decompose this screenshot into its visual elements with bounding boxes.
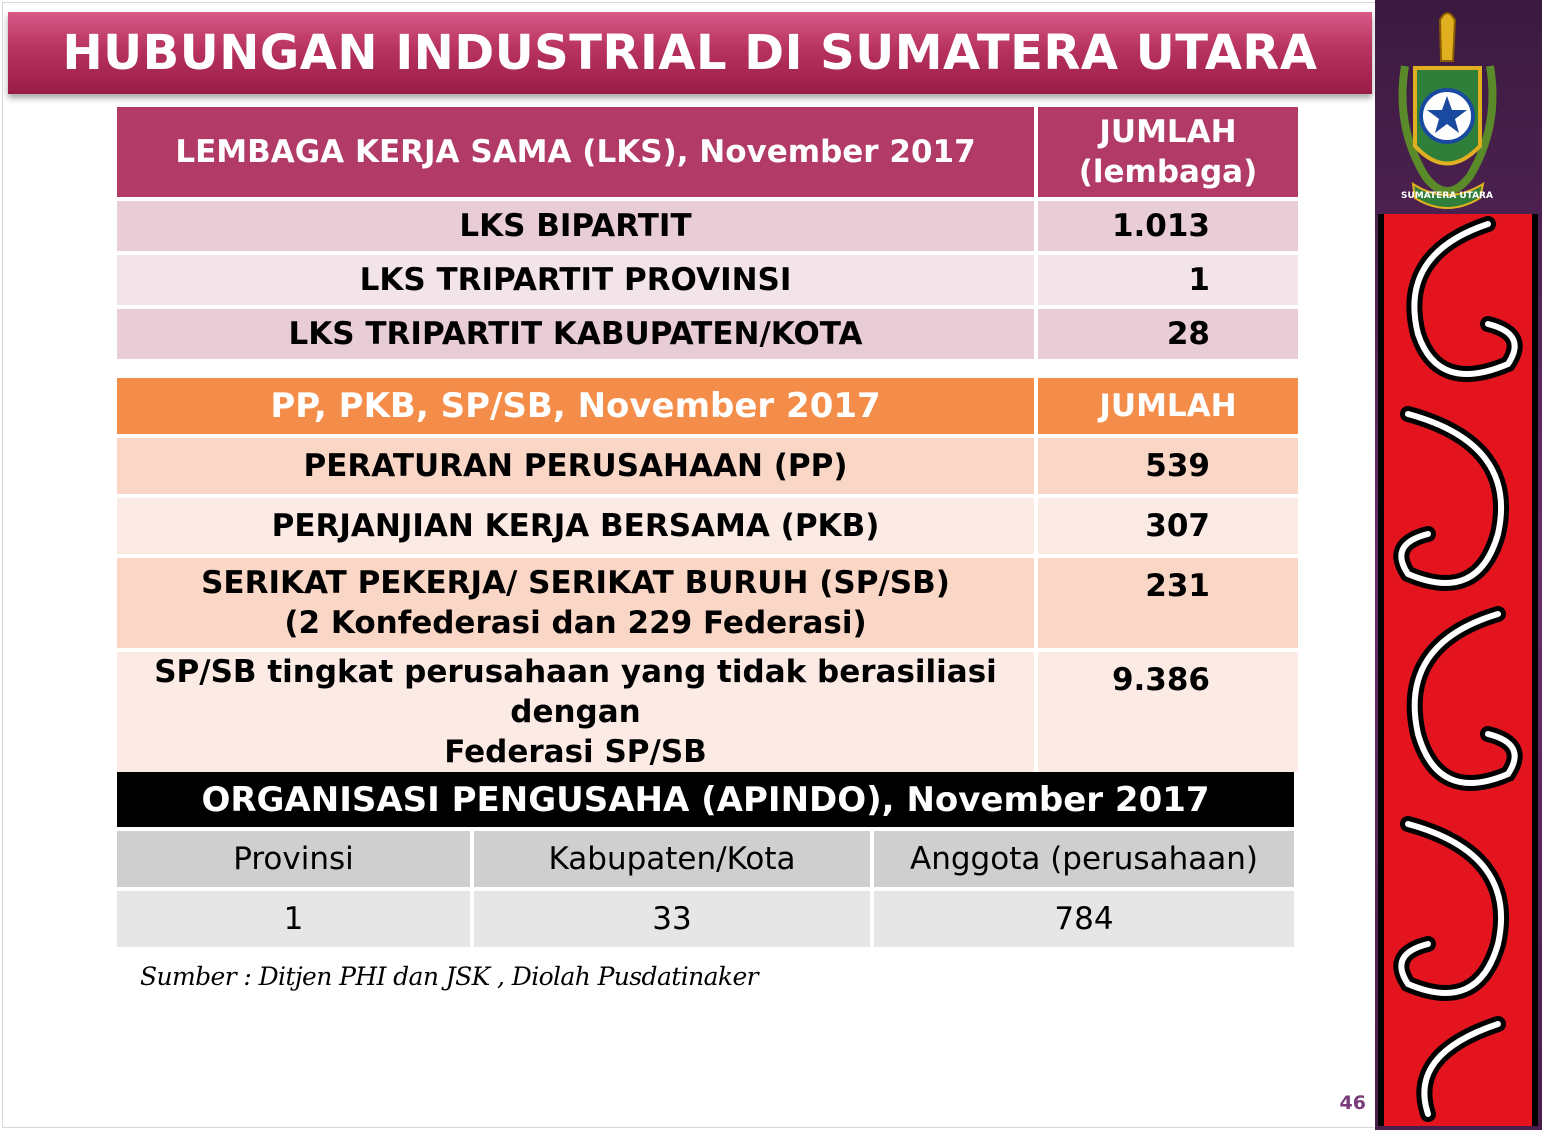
lks-header-count-line2: (lembaga) xyxy=(1078,154,1258,190)
source-note: Sumber : Ditjen PHI dan JSK , Diolah Pus… xyxy=(140,962,759,991)
table-row: LKS TRIPARTIT KABUPATEN/KOTA 28 xyxy=(117,309,1298,359)
pp-row-label-line2: (2 Konfederasi dan 229 Federasi) xyxy=(284,605,867,641)
pp-row-label: PERJANJIAN KERJA BERSAMA (PKB) xyxy=(117,498,1034,554)
lks-row-value: 1 xyxy=(1038,255,1298,305)
pp-header-label: PP, PKB, SP/SB, November 2017 xyxy=(117,378,1034,434)
pp-row-label-line2: Federasi SP/SB xyxy=(444,734,707,770)
apindo-column-header: Kabupaten/Kota xyxy=(474,831,870,887)
apindo-value: 33 xyxy=(474,891,870,947)
title-bar: HUBUNGAN INDUSTRIAL DI SUMATERA UTARA xyxy=(8,12,1372,94)
pp-row-value: 307 xyxy=(1038,498,1298,554)
lks-header-count-line1: JUMLAH xyxy=(1099,114,1237,150)
pp-row-label: SP/SB tingkat perusahaan yang tidak bera… xyxy=(117,652,1034,772)
pp-header-count: JUMLAH xyxy=(1038,378,1298,434)
lks-row-label: LKS TRIPARTIT KABUPATEN/KOTA xyxy=(117,309,1034,359)
table-row: LKS TRIPARTIT PROVINSI 1 xyxy=(117,255,1298,305)
sumatera-utara-emblem-icon: SUMATERA UTARA xyxy=(1398,12,1497,209)
batak-ornament xyxy=(1378,214,1538,1126)
table-header-row: Provinsi Kabupaten/Kota Anggota (perusah… xyxy=(117,831,1294,887)
batak-ornament-pattern-icon xyxy=(1378,214,1538,1126)
page-title: HUBUNGAN INDUSTRIAL DI SUMATERA UTARA xyxy=(62,25,1318,81)
table-row: SERIKAT PEKERJA/ SERIKAT BURUH (SP/SB) (… xyxy=(117,558,1298,648)
apindo-value: 1 xyxy=(117,891,470,947)
pp-row-label-line1: SERIKAT PEKERJA/ SERIKAT BURUH (SP/SB) xyxy=(201,565,950,601)
lks-row-value: 1.013 xyxy=(1038,201,1298,251)
apindo-column-header: Anggota (perusahaan) xyxy=(874,831,1294,887)
table-row: LKS BIPARTIT 1.013 xyxy=(117,201,1298,251)
pp-row-value: 231 xyxy=(1038,558,1298,648)
pp-row-label: SERIKAT PEKERJA/ SERIKAT BURUH (SP/SB) (… xyxy=(117,558,1034,648)
pp-row-label-line1: SP/SB tingkat perusahaan yang tidak bera… xyxy=(154,654,997,730)
apindo-table: ORGANISASI PENGUSAHA (APINDO), November … xyxy=(113,768,1298,951)
table-row: PERJANJIAN KERJA BERSAMA (PKB) 307 xyxy=(117,498,1298,554)
apindo-value: 784 xyxy=(874,891,1294,947)
lks-table: LEMBAGA KERJA SAMA (LKS), November 2017 … xyxy=(113,103,1302,363)
pp-pkb-spsb-table: PP, PKB, SP/SB, November 2017 JUMLAH PER… xyxy=(113,374,1302,776)
table-row: PERATURAN PERUSAHAAN (PP) 539 xyxy=(117,438,1298,494)
apindo-column-header: Provinsi xyxy=(117,831,470,887)
lks-header-label: LEMBAGA KERJA SAMA (LKS), November 2017 xyxy=(117,107,1034,197)
pp-row-value: 9.386 xyxy=(1038,652,1298,772)
table-row: SP/SB tingkat perusahaan yang tidak bera… xyxy=(117,652,1298,772)
table-row: 1 33 784 xyxy=(117,891,1294,947)
page-number: 46 xyxy=(1339,1092,1366,1114)
lks-header-count: JUMLAH (lembaga) xyxy=(1038,107,1298,197)
lks-row-label: LKS BIPARTIT xyxy=(117,201,1034,251)
apindo-header-label: ORGANISASI PENGUSAHA (APINDO), November … xyxy=(117,772,1294,827)
lks-row-value: 28 xyxy=(1038,309,1298,359)
lks-row-label: LKS TRIPARTIT PROVINSI xyxy=(117,255,1034,305)
pp-row-value: 539 xyxy=(1038,438,1298,494)
pp-row-label: PERATURAN PERUSAHAAN (PP) xyxy=(117,438,1034,494)
emblem-label: SUMATERA UTARA xyxy=(1401,191,1493,201)
